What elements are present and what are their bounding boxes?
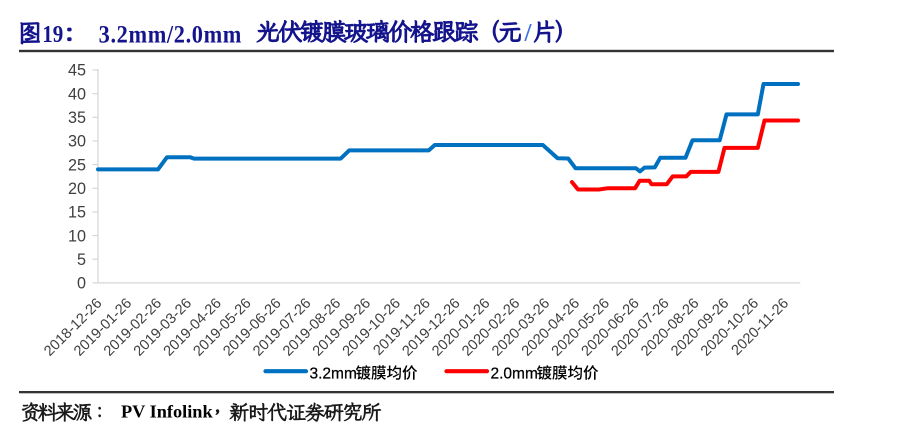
svg-text:35: 35	[68, 109, 86, 127]
svg-text:15: 15	[68, 204, 86, 222]
svg-text:0: 0	[77, 275, 86, 293]
svg-text:3.2mm/2.0mm: 3.2mm/2.0mm	[99, 22, 242, 49]
svg-text:10: 10	[68, 227, 86, 245]
svg-text:45: 45	[68, 62, 86, 80]
svg-text:2.0mm: 2.0mm	[491, 365, 538, 382]
svg-text:25: 25	[68, 156, 86, 174]
svg-text:20: 20	[68, 180, 86, 198]
svg-text:19: 19	[42, 20, 63, 47]
svg-text:/: /	[524, 20, 533, 47]
svg-text:30: 30	[68, 133, 86, 151]
svg-text:3.2mm: 3.2mm	[310, 365, 357, 382]
svg-text:PV Infolink: PV Infolink	[121, 402, 213, 422]
svg-text:5: 5	[77, 251, 86, 269]
svg-text:40: 40	[68, 85, 86, 103]
